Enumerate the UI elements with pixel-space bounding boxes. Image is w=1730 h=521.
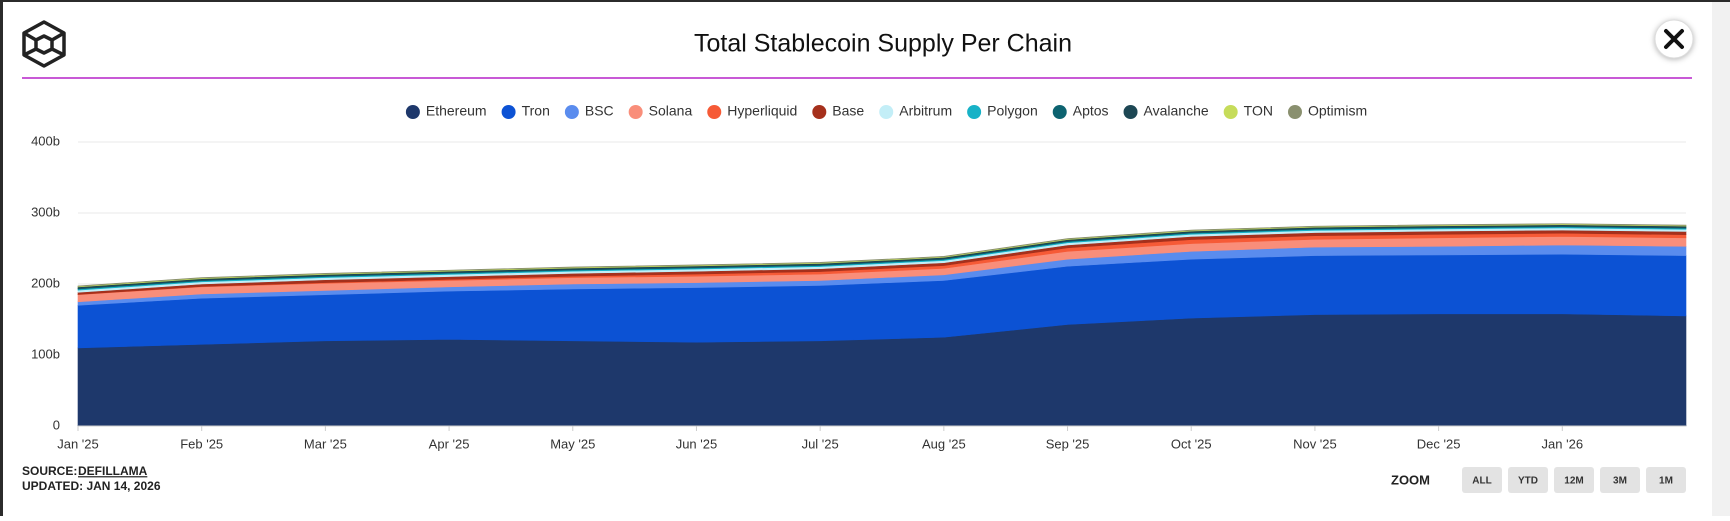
zoom-button-bg [1600,467,1640,493]
area [77,223,1687,287]
legend-swatch [967,105,982,119]
x-tick-label: Jul '25 [802,436,839,451]
zoom-button-bg [1554,467,1594,493]
legend-swatch [1052,105,1067,119]
y-tick-label: 200b [31,275,60,290]
legend-item[interactable]: Polygon [967,103,1038,119]
zoom-button[interactable]: 12M [1554,467,1594,493]
legend-item[interactable]: Tron [501,103,550,119]
legend-item[interactable]: BSC [564,103,614,119]
zoom-button-bg [1462,467,1502,493]
y-tick-label: 300b [31,204,60,219]
y-tick-label: 100b [31,346,60,361]
updated-date: UPDATED: JAN 14, 2026 [22,479,161,493]
legend-item[interactable]: Solana [628,103,693,119]
legend-item[interactable]: Avalanche [1123,103,1209,119]
window-border [0,0,3,516]
x-tick-label: Nov '25 [1293,436,1337,451]
scrollbar [1712,2,1730,516]
legend-swatch [501,105,516,119]
zoom-button-label: 3M [1613,476,1627,487]
zoom-button[interactable]: 3M [1600,467,1640,493]
legend-item[interactable]: TON [1223,103,1273,119]
zoom-button-bg [1646,467,1686,493]
x-tick-label: Sep '25 [1046,436,1090,451]
legend-swatch [1223,105,1238,119]
window-border [0,0,1730,2]
plot-area [77,223,1687,427]
legend-swatch [812,105,827,119]
y-tick-label: 400b [31,133,60,148]
x-tick-label: Jan '25 [57,436,99,451]
legend-label: Ethereum [426,103,487,119]
legend-swatch [879,105,894,119]
legend-item[interactable]: Aptos [1052,103,1109,119]
legend-label: Base [832,103,864,119]
zoom-label: ZOOM [1391,472,1430,487]
zoom-button[interactable]: 1M [1646,467,1686,493]
x-tick-label: Jan '26 [1542,436,1584,451]
zoom-buttons: ALL YTD 12M 3M 1M [1462,467,1686,493]
legend-label: BSC [585,103,614,119]
x-tick-label: Aug '25 [922,436,966,451]
legend-label: Optimism [1308,103,1367,119]
legend-swatch [628,105,643,119]
legend-swatch [707,105,722,119]
legend-item[interactable]: Arbitrum [879,103,952,119]
legend-label: Tron [522,103,550,119]
legend-label: TON [1244,103,1273,119]
legend-swatch [1123,105,1138,119]
legend-label: Solana [649,103,693,119]
legend-item[interactable]: Hyperliquid [707,103,797,119]
x-tick-label: May '25 [550,436,595,451]
close-button[interactable] [1654,19,1694,59]
x-tick-label: Apr '25 [429,436,470,451]
legend-label: Arbitrum [899,103,952,119]
legend-swatch [564,105,579,119]
axes: 0 100b 200b 300b 400b Jan '25 Feb '25 Mar '25 Ap… [31,133,1686,451]
x-tick-label: Oct '25 [1171,436,1212,451]
zoom-button-label: 1M [1659,476,1673,487]
legend-item[interactable]: Base [812,103,864,119]
x-tick-label: Dec '25 [1417,436,1461,451]
legend-label: Hyperliquid [727,103,797,119]
legend-item[interactable]: Optimism [1287,103,1367,119]
x-tick-label: Jun '25 [676,436,718,451]
x-tick-label: Mar '25 [304,436,347,451]
legend-label: Aptos [1073,103,1109,119]
logo [22,20,66,68]
zoom-button-label: ALL [1472,476,1491,487]
chart-title: Total Stablecoin Supply Per Chain [694,30,1072,58]
zoom-button-label: 12M [1564,476,1583,487]
zoom-button-label: YTD [1518,476,1538,487]
legend-swatch [405,105,420,119]
zoom-button-bg [1508,467,1548,493]
y-tick-label: 0 [53,417,60,432]
legend-label: Polygon [987,103,1038,119]
legend-item[interactable]: Ethereum [405,103,487,119]
legend: Ethereum Tron BSC Solana Hyperliquid Base Arbi… [405,103,1367,119]
legend-label: Avalanche [1144,103,1209,119]
x-tick-label: Feb '25 [180,436,223,451]
zoom-button[interactable]: ALL [1462,467,1502,493]
source-label: SOURCE: [22,464,77,478]
legend-swatch [1287,105,1302,119]
source-link[interactable]: DEFILLAMA [78,464,148,478]
zoom-button[interactable]: YTD [1508,467,1548,493]
